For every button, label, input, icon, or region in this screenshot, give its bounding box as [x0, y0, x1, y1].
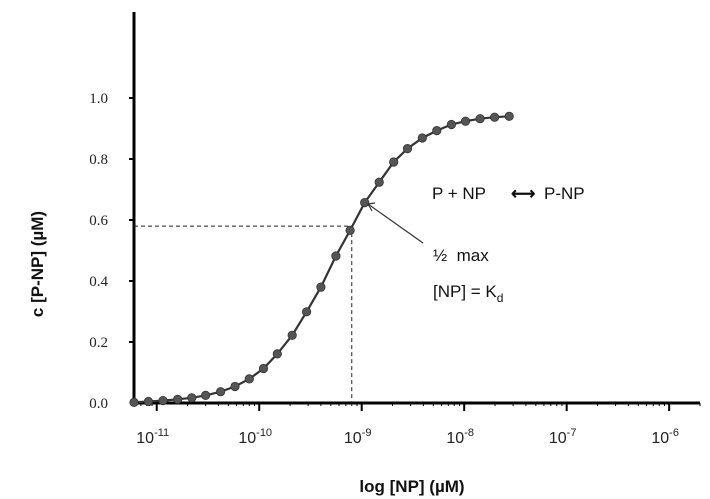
x-tick-base: 10 [651, 430, 669, 447]
data-point [258, 363, 269, 374]
x-tick-base: 10 [344, 430, 362, 447]
half-max-annotation: ½ max [NP] = Kd [367, 202, 503, 305]
data-point [201, 390, 211, 400]
data-point [216, 387, 226, 397]
x-axis-label: log [NP] (µM) [359, 477, 464, 496]
y-tick-label: 0.0 [89, 396, 108, 412]
x-tick-label: 10-8 [446, 427, 474, 447]
x-tick-base: 10 [446, 430, 464, 447]
annotation-arrow-head [367, 202, 376, 212]
data-point [331, 251, 341, 261]
data-point [173, 394, 183, 404]
kd-label-subscript: d [497, 291, 504, 305]
series-layer [129, 111, 514, 407]
x-tick-label: 10-6 [651, 427, 679, 447]
data-point [244, 374, 254, 384]
half-max-reference-lines [134, 225, 353, 403]
data-point [129, 397, 139, 407]
kd-label-prefix: [NP] = K [433, 282, 497, 301]
x-tick-base: 10 [238, 430, 256, 447]
data-point [432, 126, 442, 136]
data-point [316, 282, 326, 292]
y-ticks: 0.0 0.2 0.4 0.6 0.8 1.0 [89, 91, 134, 412]
data-point [301, 307, 312, 317]
x-tick-exponent: -7 [567, 427, 577, 439]
y-axis-label: c [P-NP] (µM) [28, 211, 47, 317]
equation-right: P-NP [544, 184, 585, 203]
y-tick-label: 0.4 [89, 274, 108, 290]
x-tick-label: 10-11 [136, 427, 169, 447]
x-tick-exponent: -9 [362, 427, 372, 439]
x-tick-exponent: -6 [669, 427, 679, 439]
data-point [402, 144, 413, 154]
data-point [389, 157, 399, 167]
data-point [287, 330, 297, 340]
x-tick-base: 10 [549, 430, 567, 447]
double-arrow-icon: ⟷ [511, 184, 535, 203]
data-point [143, 396, 153, 407]
data-point [272, 349, 282, 359]
equation-left: P + NP [432, 184, 486, 203]
data-point [460, 116, 471, 126]
y-tick-label: 0.6 [89, 213, 108, 229]
annotation-arrow-line [367, 203, 424, 244]
data-point [187, 393, 197, 403]
x-tick-label: 10-7 [549, 427, 577, 447]
equation-annotation: P + NP ⟷ P-NP [432, 184, 585, 203]
data-point [504, 111, 514, 121]
data-point [417, 133, 427, 143]
x-tick-label: 10-10 [238, 427, 272, 447]
y-tick-label: 0.8 [89, 152, 108, 168]
x-tick-label: 10-9 [344, 427, 372, 447]
x-tick-base: 10 [136, 430, 154, 447]
x-tick-exponent: -10 [256, 427, 272, 439]
data-point [345, 225, 355, 235]
x-ticks: 10-11 10-10 10-9 10-8 10-7 10-6 [133, 403, 701, 447]
data-point [446, 119, 456, 130]
data-point [489, 112, 500, 122]
y-tick-label: 0.2 [89, 335, 108, 351]
data-point [360, 198, 370, 208]
y-tick-label: 1.0 [89, 91, 108, 107]
data-point [230, 381, 240, 392]
data-point [374, 177, 384, 187]
kd-label: [NP] = Kd [433, 282, 503, 305]
data-point [475, 114, 485, 124]
half-max-label: ½ max [433, 246, 489, 265]
axes-layer [132, 12, 700, 405]
data-point [158, 395, 168, 406]
x-tick-exponent: -11 [154, 427, 169, 439]
x-tick-exponent: -8 [464, 427, 474, 439]
